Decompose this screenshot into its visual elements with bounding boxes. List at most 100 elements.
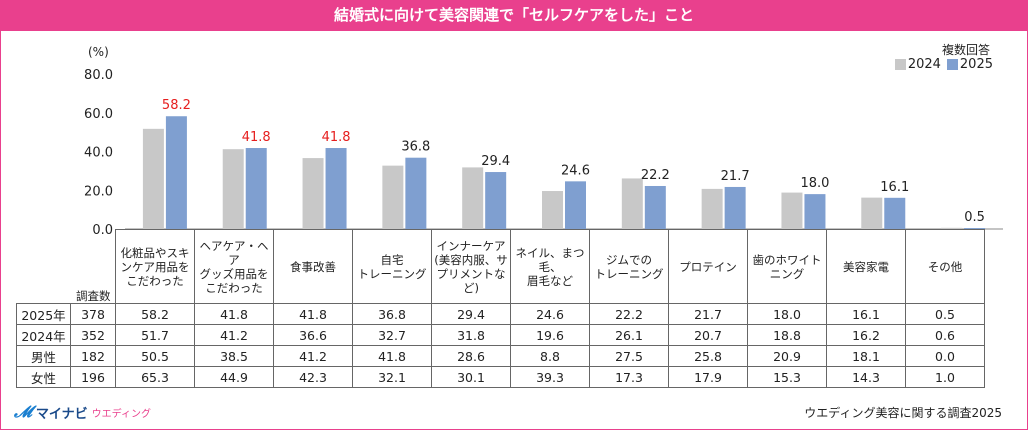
value-cell: 32.7 bbox=[352, 324, 432, 346]
count-cell: 182 bbox=[70, 345, 116, 367]
value-cell: 18.1 bbox=[826, 345, 906, 367]
value-cell: 25.8 bbox=[668, 345, 748, 367]
count-cell: 196 bbox=[70, 366, 116, 388]
data-label-2025: 41.8 bbox=[322, 130, 351, 145]
category-label-line: 自宅 bbox=[380, 252, 404, 267]
value-cell: 27.5 bbox=[589, 345, 669, 367]
data-label-2025: 22.2 bbox=[641, 168, 670, 183]
brand-logo: 𝓜 マイナビ ウエディング bbox=[14, 402, 151, 422]
value-cell: 17.3 bbox=[589, 366, 669, 388]
category-header-cell: 歯のホワイト ニング bbox=[747, 229, 827, 304]
value-cell: 21.7 bbox=[668, 303, 748, 325]
value-cell: 0.0 bbox=[905, 345, 985, 367]
bar-2025 bbox=[245, 148, 267, 229]
bar-2025 bbox=[724, 186, 746, 229]
row-label-cell: 2024年 bbox=[16, 324, 71, 346]
category-label-line: 食事改善 bbox=[290, 259, 336, 274]
category-label-line: ど) bbox=[463, 280, 479, 295]
bar-2024 bbox=[941, 227, 963, 229]
data-label-2025: 29.4 bbox=[481, 154, 510, 169]
value-cell: 26.1 bbox=[589, 324, 669, 346]
category-label-line: その他 bbox=[927, 259, 963, 274]
logo-name: マイナビ bbox=[35, 406, 88, 422]
value-cell: 19.6 bbox=[510, 324, 590, 346]
data-label-2025: 18.0 bbox=[800, 176, 829, 191]
category-label-line: ネイル、まつ毛、 bbox=[515, 245, 585, 274]
value-cell: 18.8 bbox=[747, 324, 827, 346]
bar-2024 bbox=[781, 192, 803, 229]
value-cell: 18.0 bbox=[747, 303, 827, 325]
count-cell: 378 bbox=[70, 303, 116, 325]
category-label-line: プロテイン bbox=[679, 259, 737, 274]
category-header-cell: 自宅 トレーニング bbox=[352, 229, 432, 304]
value-cell: 38.5 bbox=[194, 345, 274, 367]
value-cell: 16.2 bbox=[826, 324, 906, 346]
category-label-line: トレーニング bbox=[594, 266, 664, 281]
y-tick-label: 80.0 bbox=[84, 68, 113, 83]
legend-label-2024: 2024 bbox=[907, 57, 941, 72]
logo-mark-icon: 𝓜 bbox=[14, 402, 32, 421]
data-label-2025: 16.1 bbox=[880, 180, 909, 195]
value-cell: 1.0 bbox=[905, 366, 985, 388]
category-label-line: ヘアケア・ヘア bbox=[199, 238, 269, 267]
legend: 2024 2025 bbox=[894, 57, 993, 72]
table-row: 2024年 352 51.7 41.2 36.6 32.7 31.8 19.6 26.1 20.7… bbox=[16, 324, 985, 346]
value-cell: 41.8 bbox=[352, 345, 432, 367]
bar-2025 bbox=[964, 228, 986, 229]
value-cell: 16.1 bbox=[826, 303, 906, 325]
category-header-cell: その他 bbox=[905, 229, 985, 304]
value-cell: 41.8 bbox=[194, 303, 274, 325]
table-row: 男性 182 50.5 38.5 41.2 41.8 28.6 8.8 27.5 25.8 20.9… bbox=[16, 345, 985, 367]
value-cell: 51.7 bbox=[115, 324, 195, 346]
bar-2024 bbox=[302, 158, 324, 229]
category-header-cell: ネイル、まつ毛、 眉毛など bbox=[510, 229, 590, 304]
data-table: 化粧品やスキ ンケア用品を こだわった ヘアケア・ヘア グッズ用品を こだわった 食事改善自… bbox=[16, 229, 985, 388]
table-corner bbox=[17, 230, 71, 304]
row-label-cell: 女性 bbox=[16, 366, 71, 388]
value-cell: 41.2 bbox=[273, 345, 353, 367]
value-cell: 14.3 bbox=[826, 366, 906, 388]
value-cell: 32.1 bbox=[352, 366, 432, 388]
bar-2025 bbox=[804, 194, 826, 229]
data-label-2025: 24.6 bbox=[561, 163, 590, 178]
value-cell: 22.2 bbox=[589, 303, 669, 325]
value-cell: 31.8 bbox=[431, 324, 511, 346]
bar-2024 bbox=[382, 165, 404, 229]
bar-2024 bbox=[142, 128, 164, 229]
category-header-cell: インナーケア (美容内服、サ プリメントな ど) bbox=[431, 229, 511, 304]
value-cell: 15.3 bbox=[747, 366, 827, 388]
data-label-2025: 41.8 bbox=[242, 130, 271, 145]
bar-2024 bbox=[621, 178, 643, 229]
category-label-line: ジムでの bbox=[606, 252, 652, 267]
bar-2024 bbox=[222, 149, 244, 229]
source-note: ウエディング美容に関する調査2025 bbox=[804, 406, 1002, 420]
chart-title: 結婚式に向けて美容関連で「セルフケアをした」こと bbox=[0, 0, 1028, 31]
value-cell: 36.6 bbox=[273, 324, 353, 346]
legend-title: 複数回答 bbox=[941, 43, 990, 57]
legend-swatch-2025 bbox=[946, 59, 958, 70]
category-label-line: ニング bbox=[769, 266, 805, 281]
legend-item-2025: 2025 bbox=[946, 57, 993, 72]
bar-chart: (%)80.060.040.020.00.058.241.8 41.836.829… bbox=[84, 45, 1003, 238]
category-label-line: プリメントな bbox=[436, 266, 506, 281]
category-label-line: こだわった bbox=[126, 273, 184, 288]
count-header: 調査数 bbox=[76, 289, 111, 303]
logo-sub: ウエディング bbox=[91, 408, 151, 420]
value-cell: 29.4 bbox=[431, 303, 511, 325]
count-header-cell bbox=[70, 229, 116, 304]
value-cell: 42.3 bbox=[273, 366, 353, 388]
value-cell: 36.8 bbox=[352, 303, 432, 325]
category-label-line: 美容家電 bbox=[843, 259, 889, 274]
table-row: 2025年 378 58.2 41.8 41.8 36.8 29.4 24.6 22.2 21.7… bbox=[16, 303, 985, 325]
category-header-cell: ヘアケア・ヘア グッズ用品を こだわった bbox=[194, 229, 274, 304]
bar-2024 bbox=[701, 188, 723, 229]
category-label-line: 化粧品やスキ bbox=[120, 245, 190, 260]
category-header-cell: プロテイン bbox=[668, 229, 748, 304]
bar-2025 bbox=[644, 185, 666, 229]
legend-item-2024: 2024 bbox=[894, 57, 941, 72]
value-cell: 30.1 bbox=[431, 366, 511, 388]
category-header-cell: ジムでの トレーニング bbox=[589, 229, 669, 304]
bar-2025 bbox=[165, 116, 187, 229]
data-label-2025: 58.2 bbox=[162, 98, 191, 113]
bar-2025 bbox=[325, 148, 347, 229]
